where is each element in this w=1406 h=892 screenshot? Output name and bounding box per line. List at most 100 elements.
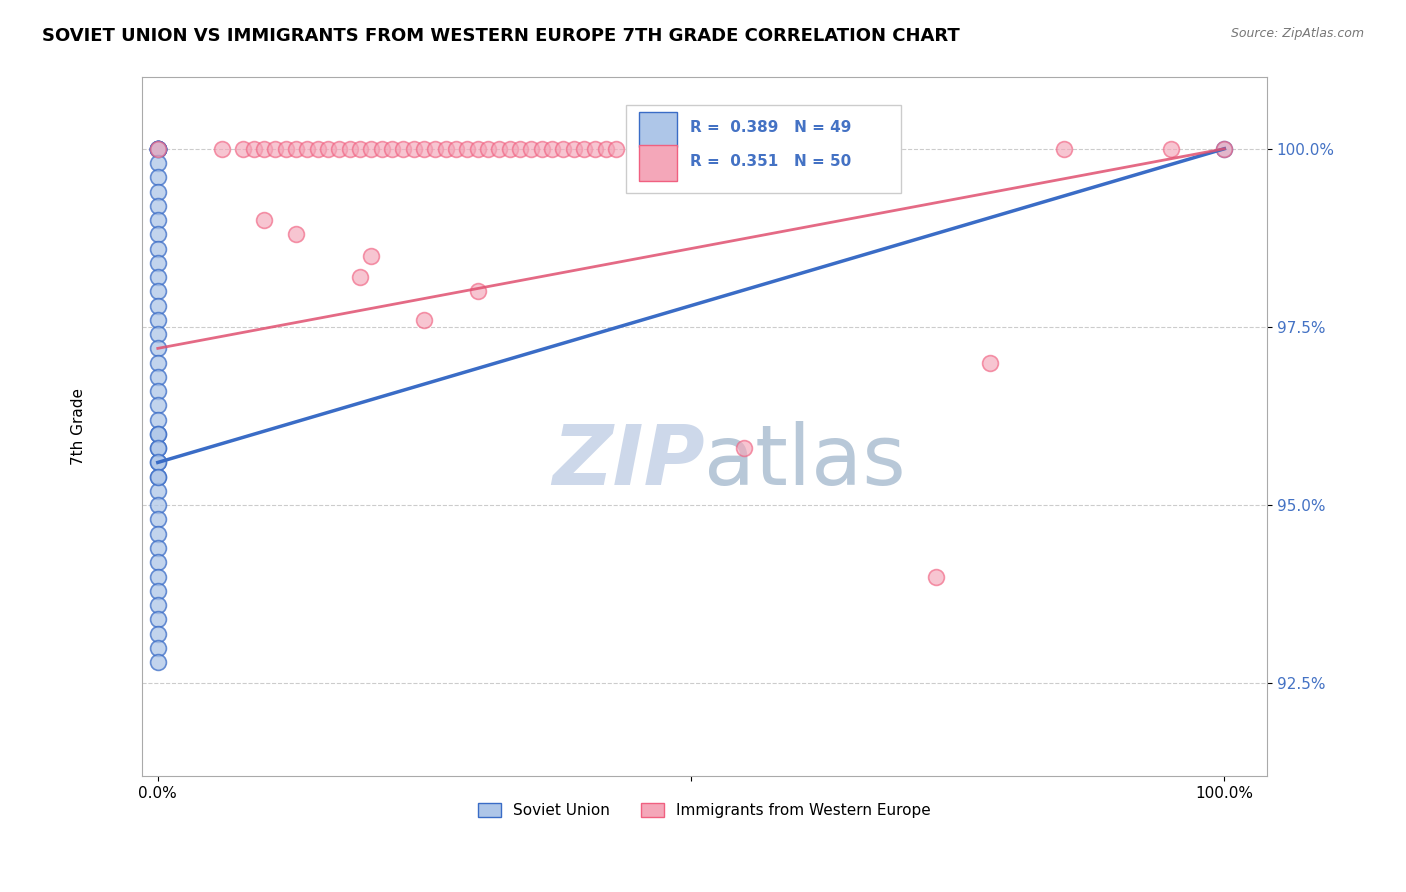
Point	[295, 142, 318, 156]
Point	[274, 142, 297, 156]
Point	[253, 213, 276, 227]
Point	[146, 313, 169, 327]
Point	[146, 469, 169, 483]
Point	[530, 142, 553, 156]
Point	[1160, 142, 1182, 156]
FancyBboxPatch shape	[626, 105, 901, 193]
Point	[146, 142, 169, 156]
Point	[146, 399, 169, 413]
Point	[307, 142, 329, 156]
Point	[146, 569, 169, 583]
Point	[232, 142, 254, 156]
Point	[146, 156, 169, 170]
Point	[146, 426, 169, 441]
Point	[574, 142, 596, 156]
Text: SOVIET UNION VS IMMIGRANTS FROM WESTERN EUROPE 7TH GRADE CORRELATION CHART: SOVIET UNION VS IMMIGRANTS FROM WESTERN …	[42, 27, 960, 45]
Point	[146, 384, 169, 399]
Point	[328, 142, 350, 156]
Point	[1213, 142, 1236, 156]
Point	[562, 142, 585, 156]
Point	[146, 626, 169, 640]
Point	[146, 512, 169, 526]
Point	[318, 142, 340, 156]
Point	[146, 612, 169, 626]
Point	[146, 170, 169, 185]
Point	[146, 412, 169, 426]
Point	[360, 142, 382, 156]
Y-axis label: 7th Grade: 7th Grade	[72, 388, 86, 466]
Point	[146, 370, 169, 384]
Point	[392, 142, 415, 156]
Point	[146, 469, 169, 483]
Point	[146, 227, 169, 242]
Point	[146, 327, 169, 342]
Point	[243, 142, 266, 156]
Point	[146, 555, 169, 569]
Point	[339, 142, 361, 156]
Point	[146, 426, 169, 441]
Point	[349, 270, 371, 285]
Point	[413, 313, 436, 327]
Point	[605, 142, 627, 156]
Text: R =  0.389   N = 49: R = 0.389 N = 49	[690, 120, 851, 136]
Point	[146, 256, 169, 270]
Point	[211, 142, 233, 156]
Point	[146, 270, 169, 285]
Point	[146, 142, 169, 156]
Point	[146, 142, 169, 156]
Point	[925, 569, 948, 583]
Point	[146, 242, 169, 256]
Point	[509, 142, 531, 156]
Point	[146, 213, 169, 227]
Point	[551, 142, 574, 156]
Point	[146, 640, 169, 655]
Point	[488, 142, 510, 156]
Point	[146, 199, 169, 213]
Point	[146, 142, 169, 156]
Point	[402, 142, 425, 156]
Point	[253, 142, 276, 156]
Point	[146, 142, 169, 156]
Point	[146, 526, 169, 541]
Text: Source: ZipAtlas.com: Source: ZipAtlas.com	[1230, 27, 1364, 40]
Point	[285, 142, 308, 156]
Point	[146, 299, 169, 313]
Point	[541, 142, 564, 156]
Point	[146, 498, 169, 512]
Point	[371, 142, 394, 156]
Point	[146, 142, 169, 156]
Point	[146, 655, 169, 669]
Point	[456, 142, 478, 156]
Point	[733, 441, 755, 455]
Text: R =  0.351   N = 50: R = 0.351 N = 50	[690, 153, 851, 169]
FancyBboxPatch shape	[640, 145, 678, 181]
Point	[146, 483, 169, 498]
Point	[979, 356, 1001, 370]
Point	[520, 142, 543, 156]
Point	[467, 142, 489, 156]
Point	[146, 441, 169, 455]
Point	[146, 441, 169, 455]
Point	[146, 455, 169, 469]
Point	[477, 142, 499, 156]
Text: atlas: atlas	[704, 421, 905, 502]
Point	[146, 285, 169, 299]
Point	[146, 142, 169, 156]
Point	[413, 142, 436, 156]
Legend: Soviet Union, Immigrants from Western Europe: Soviet Union, Immigrants from Western Eu…	[472, 797, 936, 824]
Point	[1213, 142, 1236, 156]
Point	[467, 285, 489, 299]
Point	[146, 142, 169, 156]
Point	[146, 185, 169, 199]
Point	[349, 142, 371, 156]
Point	[146, 342, 169, 356]
Point	[146, 356, 169, 370]
Point	[285, 227, 308, 242]
Point	[146, 541, 169, 555]
Point	[360, 249, 382, 263]
Point	[146, 142, 169, 156]
Point	[1053, 142, 1076, 156]
Point	[583, 142, 606, 156]
Point	[595, 142, 617, 156]
Point	[434, 142, 457, 156]
